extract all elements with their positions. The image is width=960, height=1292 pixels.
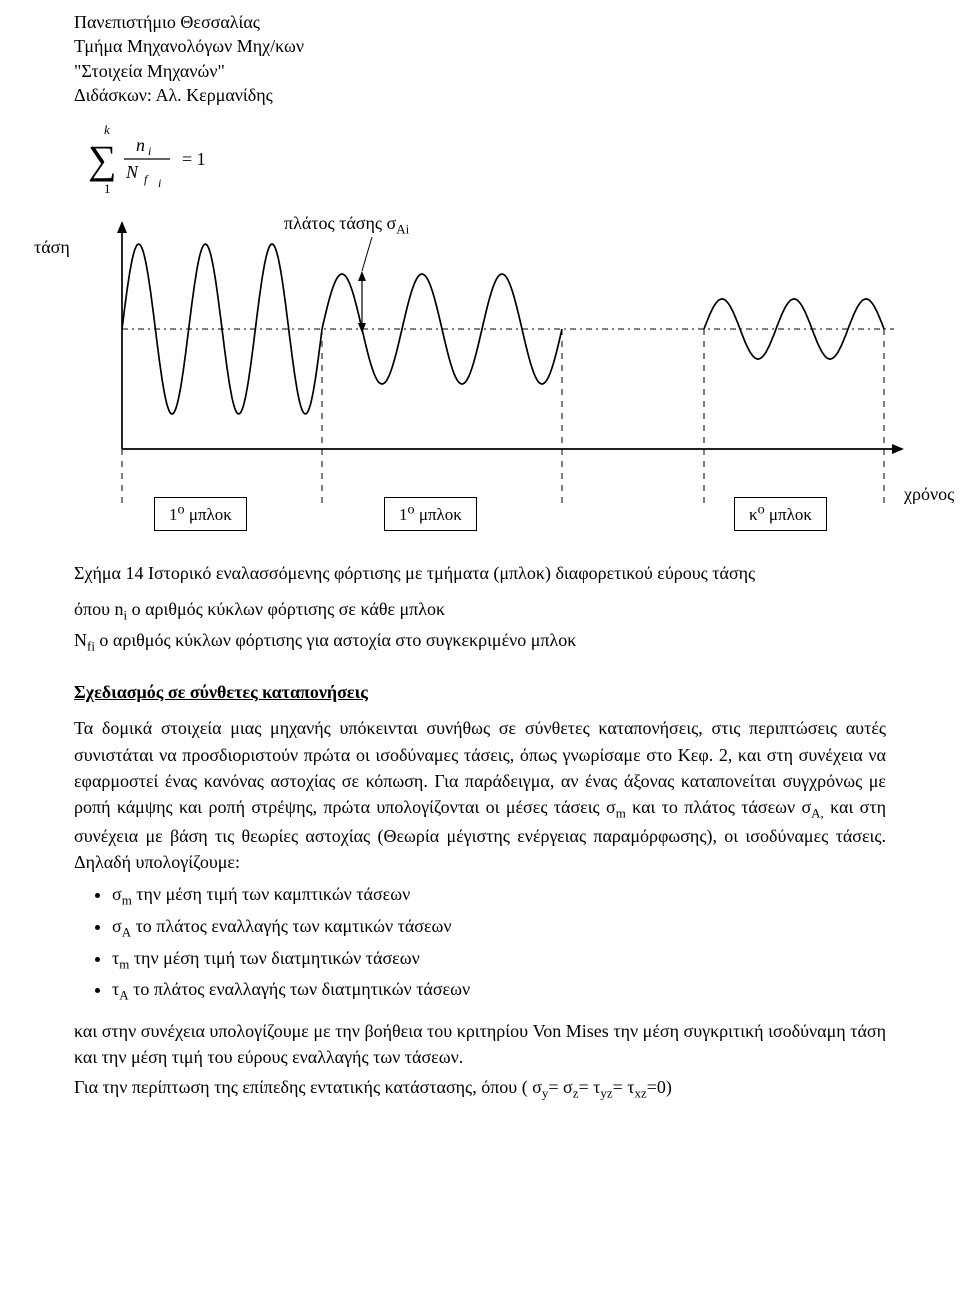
blockk-label: κο μπλοκ	[734, 497, 827, 531]
equals-one: = 1	[182, 149, 206, 169]
amplitude-arrow-bottom	[358, 323, 366, 333]
x-axis-arrow	[892, 444, 904, 454]
bullet-list: σm την μέση τιμή των καμπτικών τάσεων σΑ…	[112, 881, 886, 1006]
stress-history-diagram: τάση πλάτος τάσης σAi	[74, 209, 886, 549]
numerator-n: n	[136, 135, 145, 155]
section-title: Σχεδιασμός σε σύνθετες καταπονήσεις	[74, 682, 886, 703]
sigma-symbol: ∑	[88, 137, 117, 182]
header-line-3: "Στοιχεία Μηχανών"	[74, 59, 886, 83]
x-axis-label: χρόνος	[904, 484, 954, 505]
param-Nfi: Nfi ο αριθμός κύκλων φόρτισης για αστοχί…	[74, 627, 886, 656]
denom-f: f	[144, 172, 149, 186]
body-paragraph-1: Τα δομικά στοιχεία μιας μηχανής υπόκειντ…	[74, 715, 886, 875]
y-axis-arrow	[117, 221, 127, 233]
bullet-sigma-A: σΑ το πλάτος εναλλαγής των καμτικών τάσε…	[112, 913, 886, 943]
block1-label: 1ο μπλοκ	[154, 497, 247, 531]
header-line-1: Πανεπιστήμιο Θεσσαλίας	[74, 10, 886, 34]
numerator-i: i	[148, 144, 151, 158]
bullet-tau-m: τm την μέση τιμή των διατμητικών τάσεων	[112, 945, 886, 975]
header-line-4: Διδάσκων: Αλ. Κερμανίδης	[74, 83, 886, 107]
denom-N: N	[125, 162, 139, 182]
amplitude-arrow-top	[358, 271, 366, 281]
block2-label: 1ο μπλοκ	[384, 497, 477, 531]
figure-caption: Σχήμα 14 Ιστορικό εναλασσόμενης φόρτισης…	[74, 561, 886, 586]
sum-lower-limit: 1	[104, 181, 111, 196]
param-ni: όπου ni ο αριθμός κύκλων φόρτισης σε κάθ…	[74, 596, 886, 625]
bullet-tau-A: τΑ το πλάτος εναλλαγής των διατμητικών τ…	[112, 976, 886, 1006]
body-paragraph-2: και στην συνέχεια υπολογίζουμε με την βο…	[74, 1018, 886, 1070]
y-axis-label: τάση	[34, 237, 70, 258]
bullet-sigma-m: σm την μέση τιμή των καμπτικών τάσεων	[112, 881, 886, 911]
denom-i: i	[158, 176, 161, 190]
body-paragraph-3: Για την περίπτωση της επίπεδης εντατικής…	[74, 1074, 886, 1103]
amplitude-label-connector	[362, 237, 372, 271]
summation-formula: k ∑ 1 n i N f i = 1	[74, 121, 886, 201]
header-line-2: Τμήμα Μηχανολόγων Μηχ/κων	[74, 34, 886, 58]
sum-upper-limit: k	[104, 122, 110, 137]
